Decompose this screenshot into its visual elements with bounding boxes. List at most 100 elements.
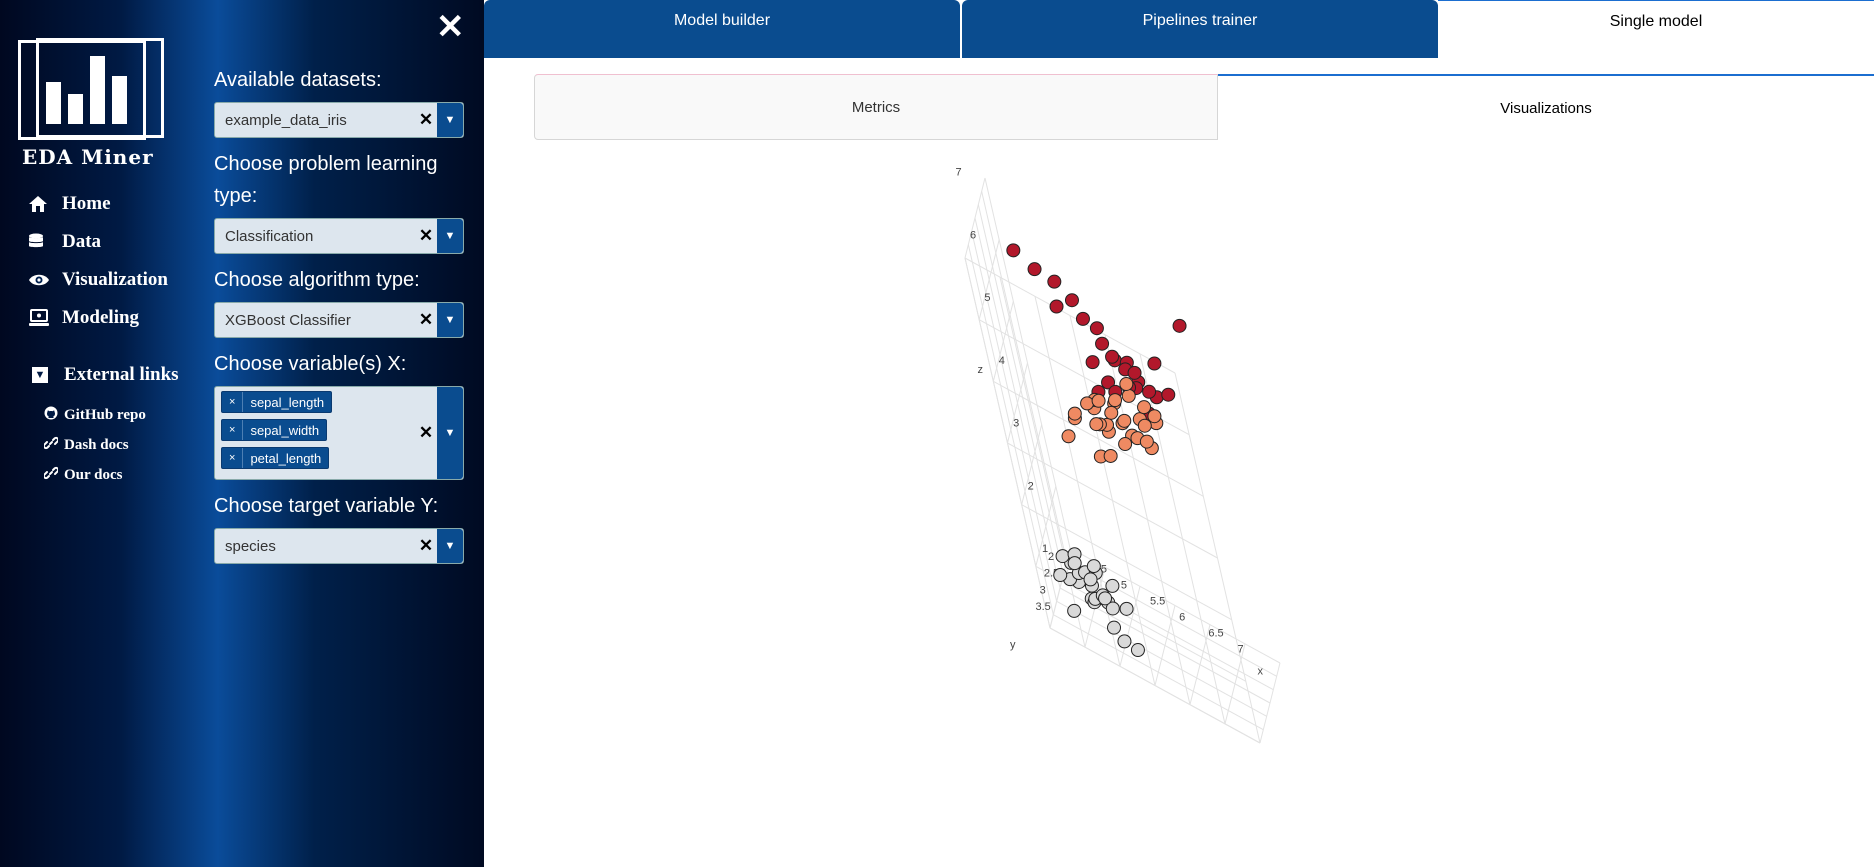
tab-metrics[interactable]: Metrics [534,74,1218,140]
scatter-point[interactable] [1089,417,1104,432]
z-tick-label: 3 [1013,418,1019,430]
close-sidebar-button[interactable]: ✕ [436,8,465,46]
remove-chip-icon[interactable]: × [222,392,244,412]
scatter-point[interactable] [1119,601,1134,616]
scatter-point[interactable] [1061,429,1076,444]
clear-icon[interactable]: ✕ [418,226,434,245]
y-variable-value: species [225,537,276,555]
scatter-point[interactable] [1105,578,1120,593]
sidebar-item-visualization[interactable]: Visualization [28,261,168,299]
grid-line [964,177,986,259]
tab-visualizations[interactable]: Visualizations [1218,74,1874,140]
scatter-point[interactable] [1064,293,1079,308]
tab-pipelines-trainer[interactable]: Pipelines trainer [962,0,1438,58]
top-tabs: Model builder Pipelines trainer Single m… [484,0,1874,58]
scatter-point[interactable] [1086,559,1101,574]
scatter-point[interactable] [1105,601,1120,616]
chevron-down-icon[interactable]: ▼ [437,219,463,253]
scatter-point[interactable] [1103,448,1118,463]
grid-line [1049,627,1261,744]
scatter-point[interactable] [1067,556,1082,571]
scatter-point[interactable] [1006,243,1021,258]
scatter-point[interactable] [1161,387,1176,402]
scatter-point[interactable] [1053,568,1068,583]
scatter-point[interactable] [1172,318,1187,333]
link-label: GitHub repo [64,406,146,423]
logo-icon [46,56,128,124]
model-form: Available datasets: example_data_iris ✕ … [214,64,464,574]
scatter-point[interactable] [1085,355,1100,370]
y-variable-select[interactable]: species ✕ ▼ [214,528,464,564]
scatter-point[interactable] [1067,406,1082,421]
remove-chip-icon[interactable]: × [222,448,244,468]
dash-docs-link[interactable]: Dash docs [42,430,179,460]
scatter-point[interactable] [1121,388,1136,403]
chevron-down-icon[interactable]: ▼ [437,103,463,137]
chip-label: sepal_width [250,422,320,438]
our-docs-link[interactable]: Our docs [42,460,179,490]
z-tick-label: 1 [1042,543,1048,555]
scatter-point[interactable] [1147,356,1162,371]
tab-model-builder[interactable]: Model builder [484,0,960,58]
scatter-point[interactable] [1049,299,1064,314]
logo-frame-offset [36,38,164,138]
scatter-point[interactable] [1137,418,1152,433]
chevron-down-icon[interactable]: ▼ [437,303,463,337]
tab-single-model[interactable]: Single model [1438,0,1874,58]
scatter-point[interactable] [1117,413,1132,428]
scatter-point[interactable] [1089,321,1104,336]
clear-icon[interactable]: ✕ [418,536,434,555]
scatter-point[interactable] [1075,311,1090,326]
scatter-point[interactable] [1104,405,1119,420]
scatter-point[interactable] [1027,262,1042,277]
remove-chip-icon[interactable]: × [222,420,244,440]
plot-points [1006,243,1187,658]
scatter-point[interactable] [1047,274,1062,289]
scatter-point[interactable] [1142,384,1157,399]
scatter-point[interactable] [1130,643,1145,658]
dataset-select[interactable]: example_data_iris ✕ ▼ [214,102,464,138]
chevron-down-icon[interactable]: ▼ [437,387,463,479]
scatter-point[interactable] [1095,336,1110,351]
chevron-down-icon[interactable]: ▼ [437,529,463,563]
x-variables-select[interactable]: × sepal_length × sepal_width × petal_len… [214,386,464,480]
scatter-point[interactable] [1117,634,1132,649]
grid-line [964,257,1051,629]
database-icon [28,233,62,251]
sidebar-item-home[interactable]: Home [28,185,168,223]
github-repo-link[interactable]: GitHub repo [44,400,179,430]
clear-icon[interactable]: ✕ [418,310,434,329]
scatter-point[interactable] [1147,409,1162,424]
scatter-point[interactable] [1105,349,1120,364]
link-icon [42,436,64,454]
algorithm-select[interactable]: XGBoost Classifier ✕ ▼ [214,302,464,338]
scatter-point[interactable] [1067,603,1082,618]
scatter-point[interactable] [1091,393,1106,408]
scatter-point[interactable] [1137,400,1152,415]
sidebar-item-data[interactable]: Data [28,223,168,261]
grid-line [1053,614,1264,731]
scatter-point[interactable] [1098,591,1113,606]
external-links-toggle[interactable]: ▼ External links [32,362,179,388]
scatter-point[interactable] [1055,549,1070,564]
clear-icon[interactable]: ✕ [418,110,434,129]
scatter-point[interactable] [1083,572,1098,587]
scatter-point[interactable] [1101,375,1116,390]
algorithm-label: Choose algorithm type: [214,269,420,291]
y-tick-label: 2 [1048,551,1054,563]
sidebar-item-modeling[interactable]: Modeling [28,299,168,337]
scatter-point[interactable] [1107,620,1122,635]
scatter-point[interactable] [1118,437,1133,452]
scatter-point[interactable] [1080,396,1095,411]
chip-label: sepal_length [250,394,325,410]
scatter-point[interactable] [1127,365,1142,380]
problem-type-select[interactable]: Classification ✕ ▼ [214,218,464,254]
grid-line [1056,600,1267,717]
scatter-point[interactable] [1139,434,1154,449]
scatter-point[interactable] [1119,376,1134,391]
dataset-label: Available datasets: [214,69,382,91]
clear-icon[interactable]: ✕ [418,423,434,442]
grid-line [978,239,1000,320]
scatter-point[interactable] [1108,393,1123,408]
